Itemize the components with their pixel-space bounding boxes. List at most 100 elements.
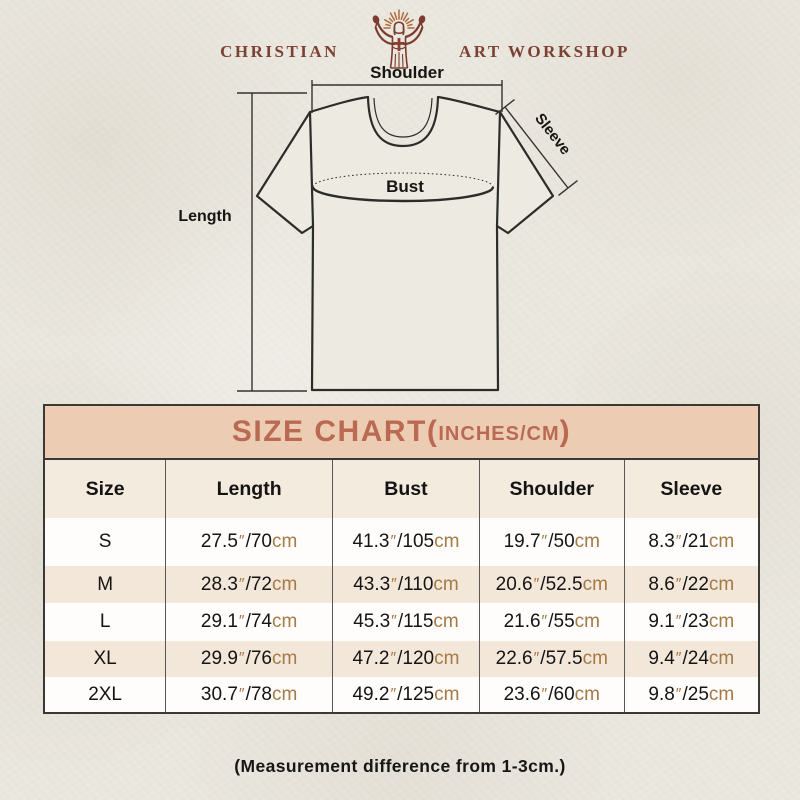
cm-unit: cm (582, 648, 608, 669)
cm-unit: cm (271, 683, 298, 705)
cm-unit: cm (708, 648, 735, 669)
slash: / (682, 648, 688, 669)
slash: / (548, 683, 554, 705)
inches-value: 9.4 (648, 648, 675, 669)
inches-value: 9.8 (648, 683, 675, 705)
inch-mark: ″ (391, 613, 397, 630)
cm-unit: cm (271, 648, 298, 669)
slash: / (682, 573, 688, 595)
title-close: ) (559, 415, 572, 448)
inch-mark: ″ (238, 650, 245, 667)
cm-value: 23 (687, 611, 709, 632)
cm-unit: cm (434, 531, 460, 552)
inch-mark: ″ (675, 533, 682, 550)
halo-rays (383, 9, 415, 29)
shoulder-cell: 22.6 ″/57.5 cm (480, 641, 625, 677)
cm-value: 110 (403, 573, 434, 595)
slash: / (548, 531, 554, 552)
inches-value: 19.7 (503, 531, 541, 552)
slash: / (245, 648, 251, 669)
inches-value: 20.6 (495, 573, 533, 595)
bust-cell: 45.3 ″/115 cm (333, 603, 480, 641)
slash: / (397, 683, 403, 705)
column-header-size: Size (45, 460, 167, 518)
cm-value: 74 (250, 611, 272, 632)
length-measure-line (237, 92, 307, 392)
inches-value: 8.3 (648, 531, 675, 552)
inches-value: 49.2 (352, 683, 390, 705)
cm-value: 105 (402, 531, 435, 552)
cm-value: 76 (250, 648, 272, 669)
sleeve-cell: 9.4 ″/24 cm (625, 641, 758, 677)
inches-value: 30.7 (200, 683, 238, 705)
inch-mark: ″ (675, 613, 682, 630)
slash: / (397, 531, 403, 552)
slash: / (245, 611, 251, 632)
inches-value: 28.3 (200, 573, 238, 595)
inches-value: 41.3 (352, 531, 390, 552)
cm-value: 21 (687, 531, 709, 552)
column-header-sleeve: Sleeve (660, 477, 723, 500)
slash: / (682, 531, 688, 552)
inches-value: 47.2 (352, 648, 390, 669)
table-row-xl: XL 29.9 ″/76 cm 47.2 ″/120 cm 22.6 ″/57.5 cm 9… (45, 641, 758, 677)
slash: / (397, 573, 404, 595)
sleeve-cell: 9.8 ″/25 cm (625, 677, 758, 712)
inch-mark: ″ (238, 685, 245, 703)
inches-value: 8.6 (648, 573, 675, 595)
body-side-left (308, 111, 315, 227)
size-cell: 2XL (45, 677, 167, 712)
cm-unit: cm (433, 573, 459, 595)
inch-mark: ″ (541, 685, 548, 703)
inch-mark: ″ (675, 575, 682, 593)
cm-unit: cm (708, 573, 735, 595)
cm-unit: cm (434, 648, 460, 669)
cm-value: 24 (687, 648, 709, 669)
chest-cross (393, 38, 405, 51)
slash: / (245, 683, 251, 705)
slash: / (682, 683, 688, 705)
cm-unit: cm (574, 531, 600, 552)
size-cell: S (45, 518, 167, 566)
inches-value: 23.6 (503, 683, 541, 705)
cm-value: 125 (402, 683, 435, 705)
cm-unit: cm (574, 683, 600, 705)
bust-cell: 43.3 ″/110 cm (333, 566, 480, 603)
measurement-note: (Measurement difference from 1-3cm.) (234, 756, 566, 776)
sleeve-cell: 8.3 ″/21 cm (625, 518, 758, 566)
inches-value: 27.5 (200, 531, 238, 552)
slash: / (548, 611, 554, 632)
cm-value: 60 (553, 683, 575, 705)
bust-cell: 41.3 ″/105 cm (333, 518, 480, 566)
cm-unit: cm (574, 611, 600, 632)
size-cell: M (45, 566, 167, 603)
table-row-l: L 29.1 ″/74 cm 45.3 ″/115 cm 21.6 ″/55 cm 9.1 ″… (45, 603, 758, 641)
inch-mark: ″ (541, 533, 548, 550)
inch-mark: ″ (390, 533, 397, 550)
table-row-s: S 27.5 ″/70 cm 41.3 ″/105 cm 19.7 ″/50 cm 8.3 ″… (45, 518, 758, 566)
shoulder-cell: 19.7 ″/50 cm (480, 518, 625, 566)
size-chart-title: SIZE CHART(INCHES/CM) (45, 406, 758, 460)
jesus-open-arms-rays-icon (372, 9, 426, 69)
inches-value: 22.6 (495, 648, 533, 669)
cm-value: 50 (553, 531, 575, 552)
tshirt-measurement-diagram: Shoulder Length Bust Sleeve (178, 63, 578, 392)
length-cell: 28.3 ″/72 cm (166, 566, 334, 603)
jesus-figure (372, 15, 426, 69)
shoulder-label: Shoulder (370, 63, 444, 82)
inches-value: 9.1 (648, 611, 675, 632)
slash: / (540, 648, 546, 669)
sleeve-cell: 9.1 ″/23 cm (625, 603, 758, 641)
cm-value: 72 (250, 573, 272, 595)
column-header-shoulder: Shoulder (480, 460, 625, 518)
size-chart-table: SIZE CHART(INCHES/CM) Size Length Bust S… (43, 404, 760, 714)
inches-value: 45.3 (353, 611, 391, 632)
inch-mark: ″ (238, 613, 245, 630)
length-cell: 29.9 ″/76 cm (166, 641, 334, 677)
inches-value: 29.9 (200, 648, 238, 669)
inch-mark: ″ (533, 575, 540, 593)
shoulder-cell: 23.6 ″/60 cm (480, 677, 625, 712)
cm-unit: cm (271, 573, 298, 595)
title-sub: INCHES/CM (438, 422, 560, 445)
cm-value: 70 (250, 531, 272, 552)
